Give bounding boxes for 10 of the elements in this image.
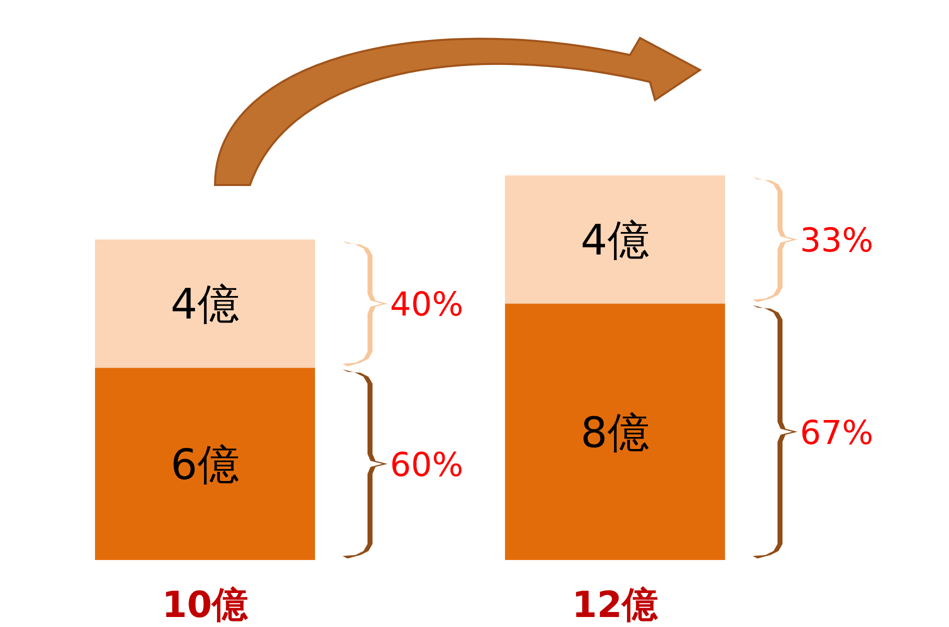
data-label: 8億 (580, 408, 650, 457)
annotation: 60% (390, 444, 464, 484)
annotation: 33% (800, 220, 874, 260)
annotation: 40% (390, 284, 464, 324)
data-label: 4億 (580, 215, 650, 264)
x-tick-label: 12億 (572, 585, 660, 626)
annotation: 67% (800, 412, 874, 452)
data-label: 4億 (170, 280, 240, 329)
data-label: 6億 (170, 440, 240, 489)
x-tick-label: 10億 (162, 585, 250, 626)
